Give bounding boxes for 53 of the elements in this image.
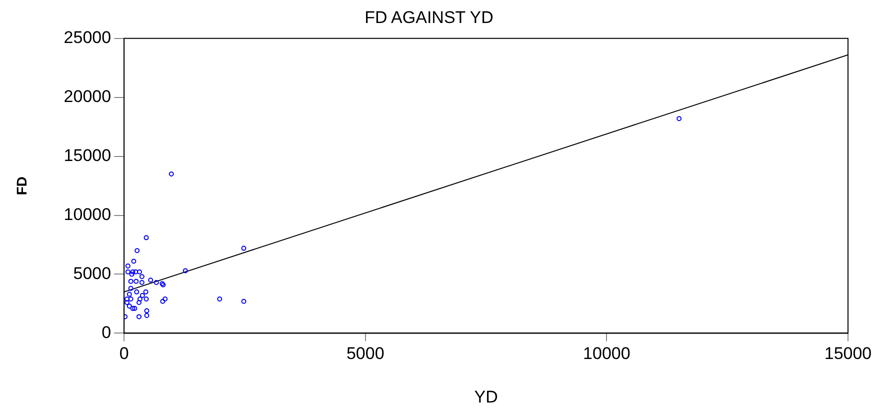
y-tick-label: 20000 [64, 87, 112, 106]
x-tick-label: 10000 [583, 344, 630, 364]
y-axis-title: FD [13, 176, 30, 196]
y-tick-label: 5000 [73, 264, 112, 283]
point [129, 272, 134, 277]
point [162, 296, 168, 302]
point [125, 269, 130, 274]
point [126, 292, 132, 297]
point [134, 289, 140, 294]
point [132, 306, 138, 311]
point [160, 298, 166, 304]
point [140, 292, 145, 298]
point [168, 172, 174, 177]
point [128, 296, 134, 302]
point [133, 269, 138, 274]
point [131, 258, 136, 264]
point [241, 246, 246, 251]
point [217, 296, 222, 302]
point [125, 263, 130, 268]
point [126, 304, 132, 309]
point [676, 116, 682, 122]
point [144, 313, 150, 318]
x-tick-label: 15000 [824, 344, 872, 364]
point [130, 269, 136, 274]
point [137, 269, 142, 274]
point [241, 298, 246, 304]
point [144, 235, 149, 240]
y-tick-label: 0 [102, 322, 112, 342]
point [134, 248, 140, 254]
y-tick-label: 10000 [64, 204, 112, 224]
point [143, 289, 148, 294]
point [134, 278, 139, 284]
point [136, 300, 142, 306]
point [138, 296, 142, 302]
x-axis-title: YD [474, 387, 498, 406]
point [148, 278, 154, 283]
point [144, 296, 149, 302]
point [128, 278, 134, 284]
y-tick-label: 25000 [64, 28, 112, 48]
point [139, 274, 144, 280]
point [130, 306, 136, 311]
x-tick-label: 5000 [346, 344, 384, 364]
point [124, 300, 130, 306]
y-tick-label: 15000 [64, 146, 112, 166]
point [124, 296, 130, 302]
point [182, 268, 188, 274]
x-tick-label: 0 [119, 344, 129, 364]
point [139, 280, 144, 285]
point [154, 280, 159, 285]
point [144, 308, 150, 314]
chart-title: FD AGAINST YD [364, 8, 494, 27]
point [128, 286, 134, 291]
point [136, 314, 142, 320]
